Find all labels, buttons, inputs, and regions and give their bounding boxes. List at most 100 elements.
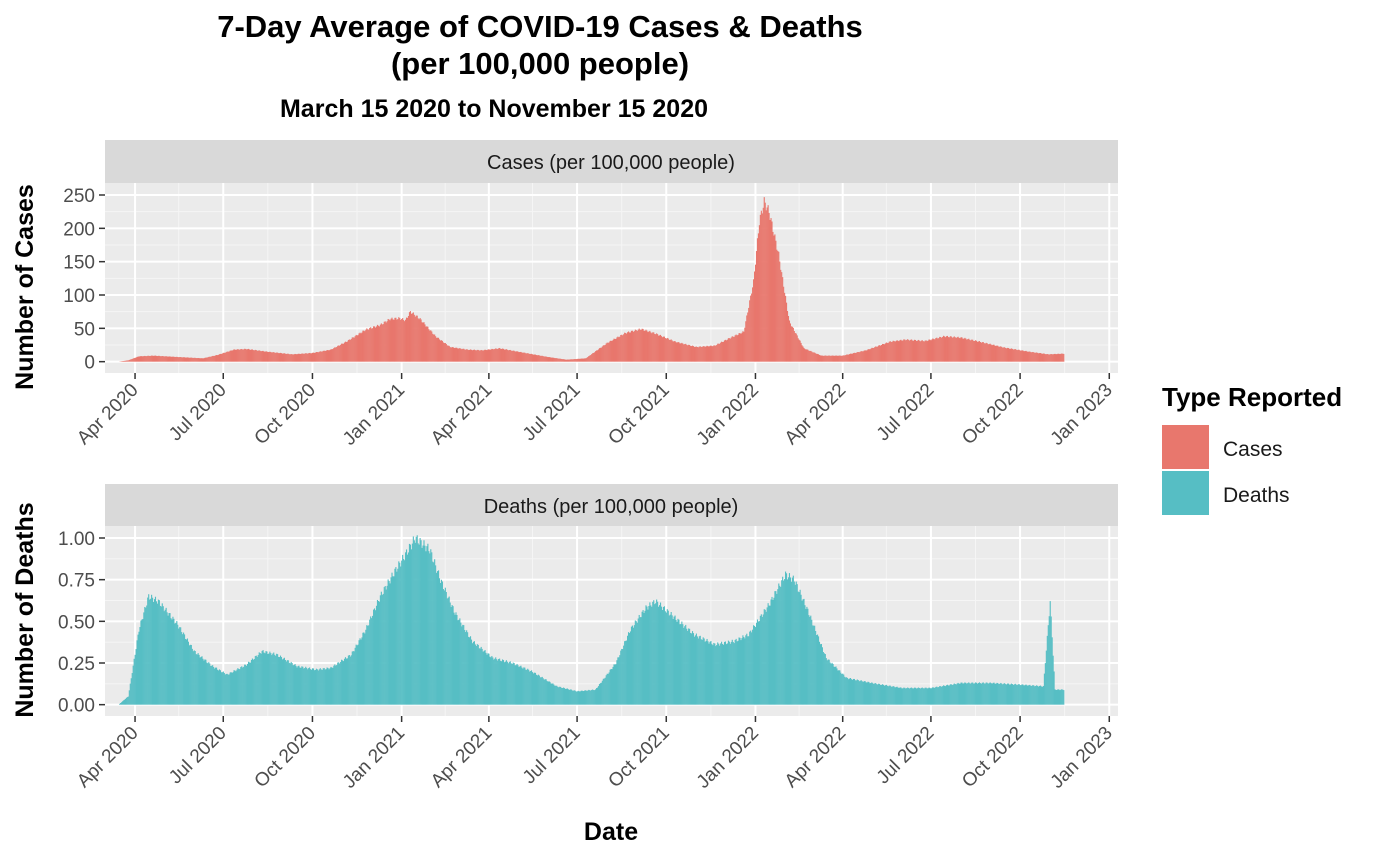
deaths-bar [190, 644, 192, 705]
deaths-bar [920, 687, 922, 705]
cases-bar [150, 355, 152, 362]
deaths-bar [702, 637, 704, 705]
cases-bar [561, 359, 563, 362]
cases-bar [260, 351, 262, 362]
cases-bar [768, 213, 770, 362]
deaths-bar [861, 681, 863, 705]
deaths-bar [812, 625, 814, 705]
deaths-bar [666, 609, 668, 705]
deaths-bar [387, 579, 389, 705]
cases-bar [1002, 347, 1004, 362]
cases-bar [820, 355, 823, 362]
cases-bar [609, 340, 611, 362]
cases-bar [987, 344, 989, 362]
deaths-bar [1014, 683, 1016, 705]
cases-bar [877, 346, 879, 362]
cases-bar [976, 341, 979, 362]
cases-bar [237, 349, 239, 362]
deaths-bar [580, 690, 582, 705]
deaths-bar [668, 615, 670, 705]
cases-bar [791, 326, 793, 362]
deaths-bar [310, 669, 313, 705]
cases-bar [350, 338, 352, 362]
deaths-bar [936, 686, 938, 705]
cases-bar [1005, 347, 1007, 362]
cases-bar [789, 323, 791, 362]
deaths-bar [1020, 685, 1022, 705]
cases-bar [656, 333, 658, 362]
cases-bar [831, 355, 833, 362]
deaths-bar [754, 625, 756, 705]
deaths-bar [720, 643, 722, 705]
deaths-bar [1061, 689, 1063, 705]
cases-bar [988, 344, 990, 362]
deaths-bar [948, 685, 950, 705]
deaths-bar [540, 677, 542, 705]
deaths-bar [437, 570, 440, 705]
deaths-bar [381, 594, 383, 705]
deaths-bar [209, 663, 211, 705]
deaths-bar [423, 540, 425, 705]
cases-bar [833, 355, 835, 362]
cases-bar [704, 346, 706, 362]
deaths-bar [199, 657, 201, 705]
cases-bar [165, 356, 167, 362]
cases-bar [603, 345, 605, 362]
cases-bar [306, 353, 308, 362]
deaths-bar [800, 594, 802, 705]
deaths-bar [408, 543, 411, 705]
cases-bar [560, 358, 562, 362]
cases-bar [1036, 352, 1038, 362]
cases-bar [226, 351, 228, 362]
deaths-bar [526, 669, 528, 705]
deaths-bar [340, 661, 342, 705]
cases-bar [682, 343, 684, 362]
deaths-bar [513, 663, 515, 705]
deaths-bar [263, 652, 265, 705]
cases-bar [146, 356, 148, 362]
deaths-bar [730, 641, 732, 705]
deaths-bar [156, 603, 158, 705]
deaths-bar [162, 606, 164, 705]
deaths-bar [535, 674, 538, 705]
cases-bar [491, 348, 493, 362]
cases-bar [421, 322, 423, 362]
cases-bar [712, 346, 714, 362]
cases-bar [541, 355, 543, 362]
deaths-bar [610, 669, 612, 705]
cases-bar [262, 350, 264, 362]
deaths-bar [525, 669, 527, 705]
deaths-bar [623, 645, 625, 705]
deaths-bar [783, 580, 785, 705]
x-tick-label: Jan 2023 [1047, 723, 1117, 793]
cases-bar [916, 340, 918, 362]
deaths-bar [596, 687, 599, 705]
cases-bar [788, 320, 791, 362]
cases-bar [472, 349, 474, 362]
y-tick-label: 0.25 [58, 654, 95, 675]
deaths-bar [652, 601, 654, 705]
deaths-bar [1025, 684, 1027, 705]
cases-bar [876, 346, 878, 362]
deaths-bar [759, 615, 761, 705]
deaths-bar [591, 689, 593, 705]
deaths-bar [964, 682, 966, 705]
deaths-bar [917, 687, 919, 705]
deaths-bar [721, 641, 723, 705]
cases-bar [613, 338, 615, 362]
deaths-bar [641, 611, 643, 705]
cases-bar [254, 349, 256, 362]
deaths-bar [129, 683, 131, 705]
deaths-bar [508, 661, 510, 705]
cases-bar [762, 207, 764, 362]
cases-bar [439, 340, 442, 362]
cases-bar [398, 317, 400, 362]
cases-bar [564, 359, 566, 362]
deaths-bar [541, 676, 543, 705]
cases-bar [777, 251, 779, 362]
deaths-bar [739, 637, 741, 705]
deaths-bar [877, 684, 879, 705]
cases-bar [955, 338, 957, 362]
cases-bar [784, 292, 786, 362]
deaths-bar [497, 660, 499, 705]
